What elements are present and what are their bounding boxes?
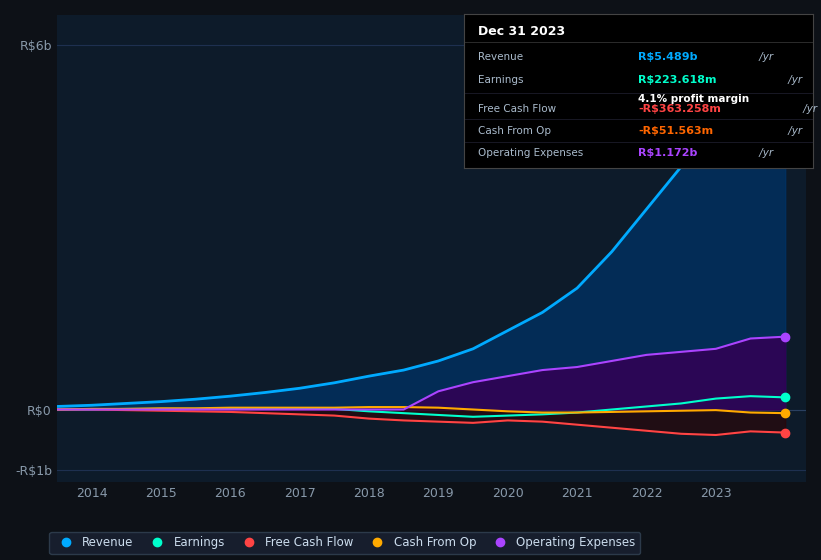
Text: /yr: /yr xyxy=(785,75,802,85)
Text: /yr: /yr xyxy=(755,148,773,157)
Text: /yr: /yr xyxy=(785,126,802,136)
Text: -R$363.258m: -R$363.258m xyxy=(639,105,721,114)
Text: 4.1% profit margin: 4.1% profit margin xyxy=(639,94,750,104)
Legend: Revenue, Earnings, Free Cash Flow, Cash From Op, Operating Expenses: Revenue, Earnings, Free Cash Flow, Cash … xyxy=(49,531,640,554)
Text: Dec 31 2023: Dec 31 2023 xyxy=(478,25,565,38)
Text: Operating Expenses: Operating Expenses xyxy=(478,148,583,157)
Text: Cash From Op: Cash From Op xyxy=(478,126,551,136)
Text: /yr: /yr xyxy=(800,105,817,114)
Text: R$1.172b: R$1.172b xyxy=(639,148,698,157)
Text: Revenue: Revenue xyxy=(478,52,523,62)
Text: R$5.489b: R$5.489b xyxy=(639,52,698,62)
Text: /yr: /yr xyxy=(755,52,773,62)
Text: Free Cash Flow: Free Cash Flow xyxy=(478,105,556,114)
Text: -R$51.563m: -R$51.563m xyxy=(639,126,713,136)
Text: Earnings: Earnings xyxy=(478,75,523,85)
Text: R$223.618m: R$223.618m xyxy=(639,75,717,85)
